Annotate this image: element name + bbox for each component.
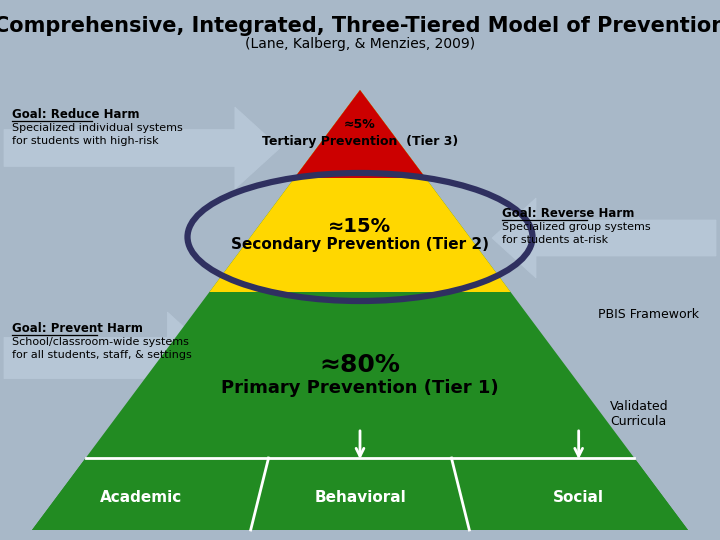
- Text: Goal: Reverse Harm: Goal: Reverse Harm: [502, 207, 634, 220]
- Polygon shape: [32, 458, 688, 530]
- Text: ≈15%: ≈15%: [328, 217, 392, 235]
- Text: PBIS Framework: PBIS Framework: [598, 308, 699, 321]
- Text: Goal: Reduce Harm: Goal: Reduce Harm: [12, 108, 140, 121]
- Text: ≈80%: ≈80%: [320, 353, 400, 377]
- Polygon shape: [492, 198, 716, 278]
- Polygon shape: [210, 90, 510, 292]
- Text: for all students, staff, & settings: for all students, staff, & settings: [12, 350, 192, 360]
- Text: Tertiary Prevention  (Tier 3): Tertiary Prevention (Tier 3): [262, 134, 458, 147]
- Text: Secondary Prevention (Tier 2): Secondary Prevention (Tier 2): [231, 238, 489, 253]
- Text: for students at-risk: for students at-risk: [502, 235, 608, 245]
- Text: Validated: Validated: [610, 400, 669, 413]
- Polygon shape: [32, 90, 688, 530]
- Text: Academic: Academic: [100, 489, 182, 504]
- Text: Primary Prevention (Tier 1): Primary Prevention (Tier 1): [221, 379, 499, 397]
- Text: (Lane, Kalberg, & Menzies, 2009): (Lane, Kalberg, & Menzies, 2009): [245, 37, 475, 51]
- Text: Specialized group systems: Specialized group systems: [502, 222, 651, 232]
- Text: Behavioral: Behavioral: [314, 489, 406, 504]
- Text: Specialized individual systems: Specialized individual systems: [12, 123, 183, 133]
- Text: Comprehensive, Integrated, Three-Tiered Model of Prevention: Comprehensive, Integrated, Three-Tiered …: [0, 16, 720, 36]
- Polygon shape: [294, 90, 426, 178]
- Text: for students with high-risk: for students with high-risk: [12, 136, 158, 146]
- Text: Curricula: Curricula: [610, 415, 666, 428]
- Text: Social: Social: [553, 489, 604, 504]
- Text: School/classroom-wide systems: School/classroom-wide systems: [12, 337, 189, 347]
- Polygon shape: [4, 312, 218, 404]
- Polygon shape: [4, 107, 280, 189]
- Text: ≈5%: ≈5%: [344, 118, 376, 132]
- Text: Goal: Prevent Harm: Goal: Prevent Harm: [12, 322, 143, 335]
